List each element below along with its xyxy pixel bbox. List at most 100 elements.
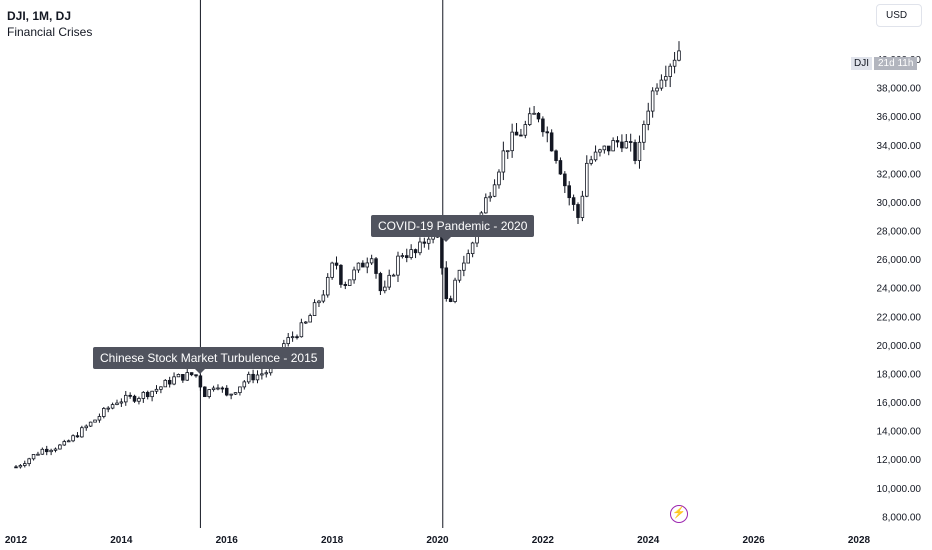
candle-body: [189, 372, 194, 376]
candle-body: [220, 387, 225, 390]
candle-body: [418, 241, 422, 254]
candle-body: [71, 435, 75, 442]
x-tick-label: 2012: [5, 535, 28, 546]
candle-body: [677, 50, 681, 61]
candle-body: [18, 465, 23, 468]
candle-body: [527, 113, 532, 125]
candle-body: [400, 255, 405, 258]
candle-body: [216, 387, 220, 390]
candle-body: [246, 373, 251, 383]
candle-body: [519, 134, 523, 137]
candle-body: [589, 159, 593, 164]
candle-body: [356, 262, 361, 271]
candle-body: [497, 171, 501, 186]
event-label-2020[interactable]: COVID-19 Pandemic - 2020: [371, 215, 535, 237]
candle-body: [194, 374, 198, 377]
candles: [14, 41, 681, 469]
candle-body: [224, 387, 229, 396]
candle-body: [260, 373, 264, 376]
candle-body: [650, 90, 655, 112]
event-label-2015[interactable]: Chinese Stock Market Turbulence - 2015: [93, 347, 325, 369]
candle-body: [106, 407, 110, 410]
candle-body: [598, 149, 602, 153]
candle-body: [448, 298, 453, 302]
candle-body: [304, 321, 308, 324]
candle-body: [321, 294, 326, 302]
candle-body: [102, 408, 106, 417]
event-markers: [199, 0, 444, 528]
candle-body: [163, 379, 168, 388]
y-tick-label: 18,000.00: [877, 369, 922, 380]
candle-body: [31, 454, 36, 460]
candle-body: [488, 195, 492, 199]
candle-body: [40, 448, 45, 455]
candle-body: [176, 374, 181, 378]
candle-body: [523, 124, 528, 136]
candle-body: [238, 386, 242, 394]
indicator-title[interactable]: Financial Crises: [7, 25, 93, 39]
price-axis[interactable]: 8,000.00 10,000.00 12,000.00 14,000.00 16,00…: [877, 55, 922, 523]
candle-body: [264, 372, 269, 375]
currency-button[interactable]: USD: [876, 4, 922, 27]
candle-body: [229, 393, 233, 396]
candle-body: [563, 173, 567, 187]
candle-body: [571, 197, 576, 205]
candle-body: [602, 145, 607, 151]
candle-body: [413, 249, 418, 254]
candle-body: [27, 458, 31, 465]
x-tick-label: 2026: [743, 535, 766, 546]
candle-body: [387, 274, 391, 288]
candle-body: [132, 395, 137, 402]
y-tick-label: 12,000.00: [877, 455, 922, 466]
y-tick-label: 30,000.00: [877, 198, 922, 209]
candle-body: [44, 448, 49, 453]
candle-body: [576, 204, 580, 218]
candle-body: [396, 255, 400, 276]
y-tick-label: 28,000.00: [877, 227, 922, 238]
candle-body: [330, 262, 334, 278]
y-tick-label: 16,000.00: [877, 398, 922, 409]
y-tick-label: 36,000.00: [877, 112, 922, 123]
candle-body: [185, 372, 189, 381]
candle-body: [545, 131, 550, 134]
bar-countdown: 21d 11h: [874, 57, 918, 70]
candle-body: [145, 391, 150, 398]
candle-body: [628, 141, 633, 143]
candle-body: [172, 376, 176, 385]
candle-body: [646, 110, 651, 125]
symbol-title[interactable]: DJI, 1M, DJ: [7, 9, 72, 23]
y-tick-label: 8,000.00: [882, 512, 921, 523]
candle-body: [137, 398, 141, 402]
candle-body: [325, 276, 330, 296]
candle-body: [580, 195, 585, 218]
candle-body: [532, 112, 536, 115]
candle-body: [312, 302, 317, 316]
candle-body: [549, 132, 554, 152]
candle-body: [203, 386, 207, 398]
candle-body: [501, 150, 506, 173]
candle-body: [470, 242, 475, 255]
candle-body: [75, 435, 80, 438]
candle-body: [391, 274, 396, 277]
candle-body: [49, 449, 53, 453]
candle-body: [159, 386, 163, 390]
time-axis[interactable]: 2012 2014 2016 2018 2020 2022 2024 2026 2028: [5, 535, 871, 546]
candle-body: [295, 336, 299, 339]
candle-body: [378, 273, 383, 292]
candle-body: [181, 374, 185, 381]
candle-body: [422, 241, 427, 244]
x-tick-label: 2018: [321, 535, 344, 546]
candle-body: [536, 112, 541, 120]
candle-body: [198, 375, 203, 388]
candle-body: [593, 151, 598, 161]
y-tick-label: 24,000.00: [877, 284, 922, 295]
candle-body: [426, 238, 431, 244]
candle-body: [251, 373, 255, 381]
lightning-icon[interactable]: ⚡: [670, 505, 688, 523]
candle-body: [365, 262, 370, 268]
candle-body: [405, 255, 409, 258]
candle-body: [317, 300, 321, 304]
candle-body: [286, 337, 290, 345]
candle-body: [352, 269, 356, 281]
